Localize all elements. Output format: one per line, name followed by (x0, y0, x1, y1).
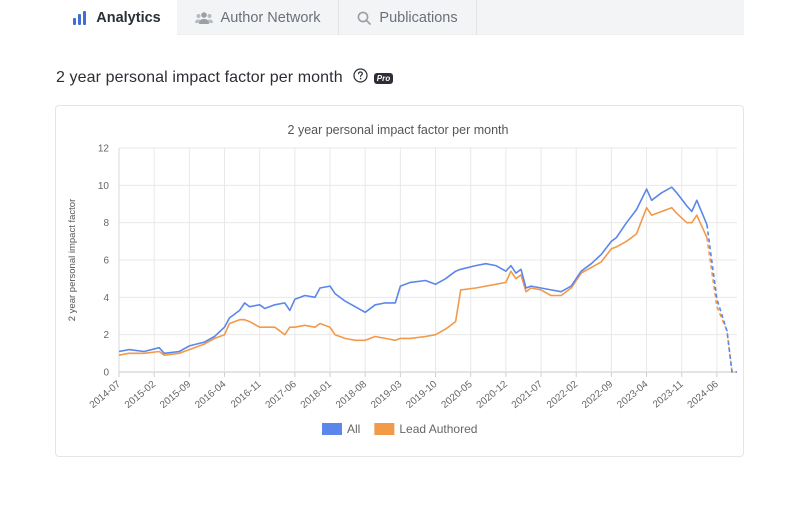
x-tick-label: 2020-12 (475, 379, 511, 411)
x-tick-label: 2018-08 (334, 379, 370, 411)
series-projection-all (706, 224, 737, 373)
search-icon (358, 11, 372, 25)
y-tick-label: 8 (103, 218, 109, 229)
chart-card: 0 2 4 6 8 10 12 2014-07 2015-02 2015-09 2016-04 201… (55, 105, 744, 457)
y-tick-label: 0 (103, 368, 109, 379)
bar-chart-icon (73, 10, 87, 25)
chart-title: 2 year personal impact factor per month (288, 123, 509, 137)
series-projection-lead-authored (706, 237, 737, 373)
legend-label-all[interactable]: All (347, 422, 360, 436)
section-title: 2 year personal impact factor per month (56, 69, 343, 86)
x-tick-label: 2015-09 (158, 379, 194, 411)
legend-swatch-lead-authored[interactable] (374, 423, 395, 435)
x-tick-label: 2019-10 (404, 379, 440, 411)
x-tick-label: 2023-11 (651, 379, 686, 411)
x-tick-label: 2016-11 (229, 379, 264, 411)
y-tick-label: 12 (98, 144, 110, 155)
x-tick-label: 2020-05 (439, 379, 475, 411)
y-tick-label: 2 (103, 330, 109, 341)
tab-bar: Analytics Author Network Publications (56, 0, 744, 35)
x-tick-label: 2018-01 (299, 379, 335, 411)
x-tick-label: 2024-06 (686, 379, 722, 411)
tab-publications[interactable]: Publications (339, 0, 477, 35)
y-tick-label: 4 (103, 293, 109, 304)
x-tick-label: 2022-02 (545, 379, 581, 411)
x-tick-label: 2014-07 (88, 379, 124, 411)
tab-publications-label: Publications (379, 9, 458, 26)
y-tick-label: 6 (103, 256, 109, 267)
x-tick-label: 2023-04 (615, 379, 651, 411)
x-tick-label: 2022-09 (580, 379, 616, 411)
x-tick-label: 2019-03 (369, 379, 405, 411)
y-tick-label: 10 (98, 181, 110, 192)
pro-badge: Pro (373, 72, 394, 84)
x-tick-label: 2015-02 (123, 379, 159, 411)
tab-author-network[interactable]: Author Network (177, 0, 339, 35)
y-axis-title: 2 year personal impact factor (67, 199, 78, 322)
users-icon (194, 11, 213, 24)
tab-analytics-label: Analytics (96, 9, 161, 26)
legend-label-lead-authored[interactable]: Lead Authored (399, 422, 477, 436)
series-line-all (118, 186, 708, 355)
tab-analytics[interactable]: Analytics (56, 0, 177, 35)
section-header: 2 year personal impact factor per month … (56, 68, 394, 88)
tab-author-network-label: Author Network (220, 9, 321, 26)
x-tick-label: 2016-04 (193, 379, 229, 411)
question-circle-icon[interactable] (353, 68, 368, 88)
legend-swatch-all[interactable] (322, 423, 342, 435)
x-tick-label: 2017-06 (264, 379, 300, 411)
x-tick-label: 2021-07 (510, 379, 546, 411)
series-line-lead-authored (118, 206, 708, 356)
